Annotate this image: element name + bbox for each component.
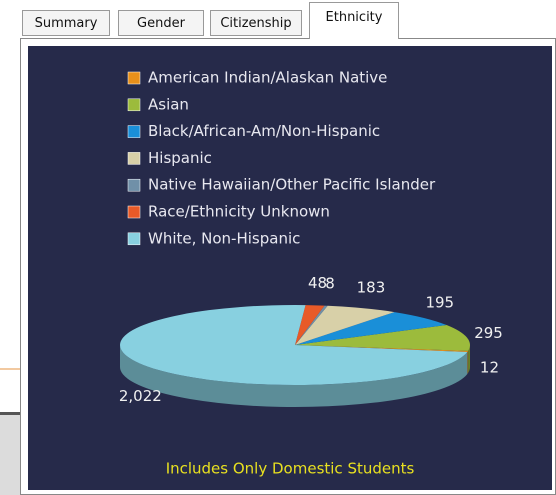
legend-swatch [127,125,141,138]
legend-swatch [127,178,141,192]
chart-bg [28,46,552,490]
slice [295,305,328,345]
bg-line [0,368,20,370]
slice [295,312,447,345]
slice [120,305,468,385]
slice-side [468,345,470,373]
slice [295,325,470,351]
value-label: 183 [357,278,386,296]
legend-label: Black/African-Am/Non-Hispanic [148,122,380,140]
slice [295,305,325,345]
value-label: 8 [325,274,335,292]
legend-label: Asian [148,95,189,113]
legend-swatch [127,98,141,112]
slice-side [119,345,468,407]
slice-side [467,350,469,374]
value-label: 48 [308,274,327,292]
legend-label: White, Non-Hispanic [148,229,300,247]
legend-swatch [127,232,141,246]
tab-active[interactable]: Ethnicity [309,2,399,39]
tab[interactable]: Gender [118,10,204,36]
legend-label: American Indian/Alaskan Native [148,69,387,87]
legend-swatch [127,71,141,85]
tab[interactable]: Citizenship [210,10,302,36]
legend-swatch [127,205,141,219]
tab[interactable]: Summary [22,10,110,36]
bg-block [0,412,20,495]
value-label: 195 [425,293,454,311]
value-label: 295 [474,324,503,342]
legend-label: Native Hawaiian/Other Pacific Islander [148,176,436,194]
annotation: Includes Only Domestic Students [166,460,415,478]
chart: Includes Only Domestic Students American… [28,46,552,490]
legend-label: Hispanic [148,149,212,167]
value-label: 12 [480,359,499,377]
slice [295,345,469,352]
value-label: 2,022 [119,387,162,405]
legend-label: Race/Ethnicity Unknown [148,203,330,221]
legend-swatch [127,152,141,165]
slice [295,305,395,345]
